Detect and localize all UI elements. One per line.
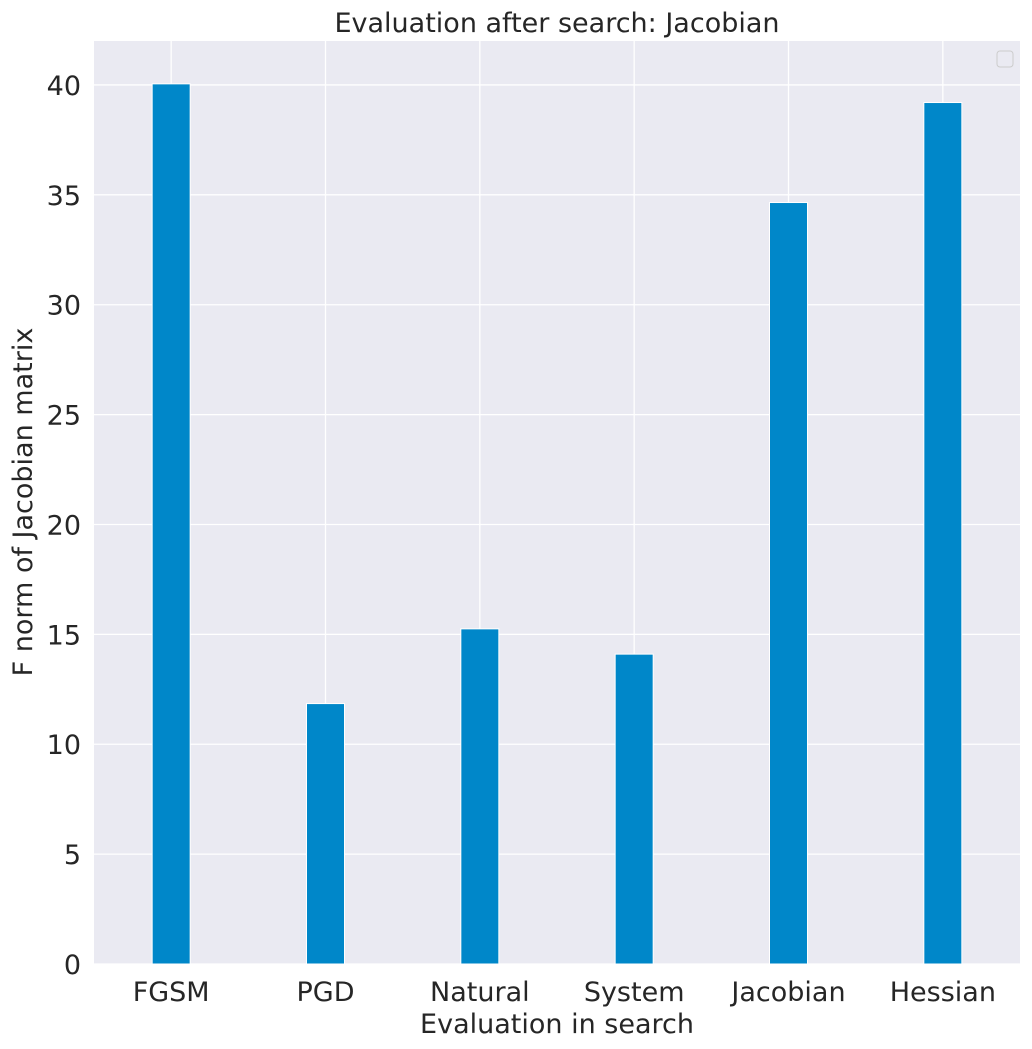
bar-hessian: [923, 102, 963, 965]
x-tick-label: FGSM: [133, 977, 210, 1008]
bar-natural: [460, 628, 500, 965]
y-tick-label: 10: [47, 730, 81, 761]
y-tick-label: 30: [47, 291, 81, 322]
y-tick-label: 5: [64, 840, 81, 871]
bars: [151, 83, 963, 965]
bar-fgsm: [151, 83, 191, 965]
bar-jacobian: [769, 202, 808, 965]
y-tick-label: 20: [47, 510, 81, 541]
x-tick-label: Natural: [430, 977, 530, 1008]
y-tick-label: 15: [47, 620, 81, 651]
plot-background: [94, 41, 1020, 964]
x-tick-label: System: [584, 977, 685, 1008]
x-tick-labels: FGSM PGD Natural System Jacobian Hessian: [133, 977, 996, 1008]
y-tick-label: 0: [64, 950, 81, 981]
x-tick-label: Jacobian: [729, 977, 845, 1008]
chart-title: Evaluation after search: Jacobian: [334, 8, 779, 39]
y-tick-labels: 0 5 10 15 20 25 30 35 40: [47, 71, 81, 981]
y-tick-label: 40: [47, 71, 81, 102]
bar-pgd: [306, 703, 345, 965]
y-axis-label: F norm of Jacobian matrix: [8, 328, 39, 677]
bar-system: [614, 653, 654, 965]
y-tick-label: 35: [47, 181, 81, 212]
x-tick-label: PGD: [297, 977, 355, 1008]
y-tick-label: 25: [47, 401, 81, 432]
x-axis-label: Evaluation in search: [420, 1009, 694, 1040]
x-tick-label: Hessian: [890, 977, 996, 1008]
legend-box: [996, 50, 1014, 68]
